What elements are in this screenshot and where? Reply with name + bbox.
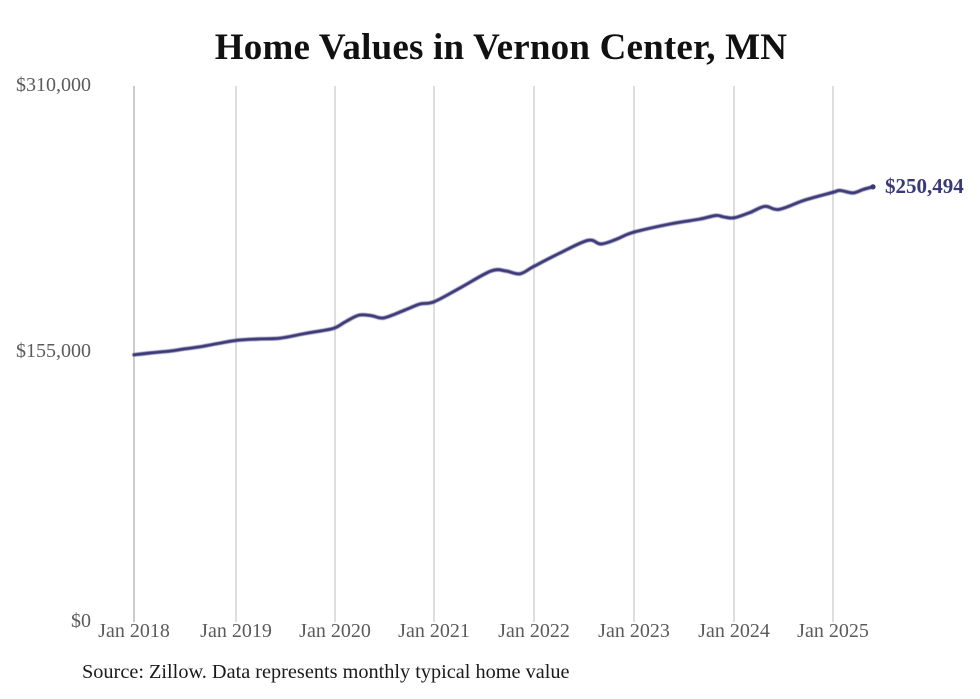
svg-text:Jan 2024: Jan 2024 [698, 620, 770, 642]
svg-text:$250,494: $250,494 [885, 174, 964, 198]
svg-text:Jan 2019: Jan 2019 [200, 620, 272, 642]
svg-text:Jan 2022: Jan 2022 [498, 620, 570, 642]
svg-text:$155,000: $155,000 [16, 340, 91, 362]
svg-text:$310,000: $310,000 [16, 74, 91, 96]
svg-text:Jan 2018: Jan 2018 [98, 620, 170, 642]
svg-text:$0: $0 [71, 610, 91, 632]
svg-text:Jan 2023: Jan 2023 [598, 620, 670, 642]
svg-text:Jan 2020: Jan 2020 [299, 620, 371, 642]
svg-text:Jan 2025: Jan 2025 [797, 620, 869, 642]
svg-text:Jan 2021: Jan 2021 [398, 620, 470, 642]
